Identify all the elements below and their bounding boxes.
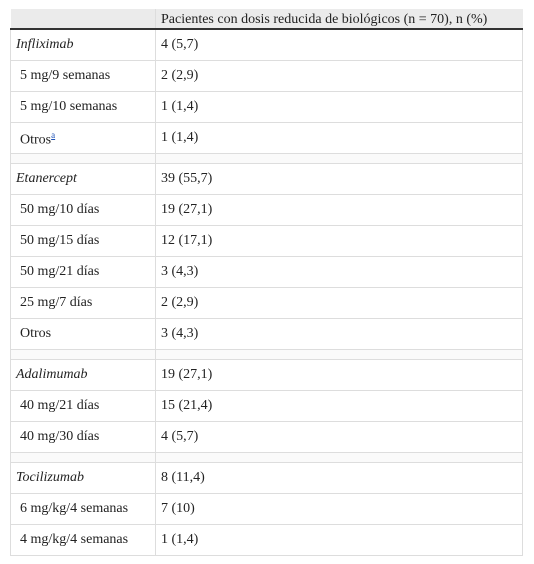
dose-row: 40 mg/21 días 15 (21,4) bbox=[10, 390, 523, 422]
dose-value: 1 (1,4) bbox=[155, 524, 523, 556]
dose-row: 4 mg/kg/4 semanas 1 (1,4) bbox=[10, 524, 523, 556]
dose-label: 40 mg/30 días bbox=[20, 429, 100, 444]
spacer-row bbox=[10, 153, 523, 164]
dose-label: 50 mg/15 días bbox=[20, 233, 100, 248]
dose-label: 4 mg/kg/4 semanas bbox=[20, 532, 129, 547]
group-name: Adalimumab bbox=[10, 359, 156, 391]
spacer-cell bbox=[10, 153, 156, 164]
dose-label: Otros bbox=[20, 326, 52, 341]
dose-label-cell: 50 mg/10 días bbox=[10, 194, 156, 226]
spacer-cell bbox=[155, 452, 523, 463]
dose-row: 25 mg/7 días 2 (2,9) bbox=[10, 287, 523, 319]
dose-value: 1 (1,4) bbox=[155, 122, 523, 154]
group-name: Tocilizumab bbox=[10, 462, 156, 494]
header-cell: Pacientes con dosis reducida de biológic… bbox=[155, 9, 523, 30]
dose-row: Otrosa 1 (1,4) bbox=[10, 122, 523, 154]
group-value: 8 (11,4) bbox=[155, 462, 523, 494]
dose-row: 5 mg/10 semanas 1 (1,4) bbox=[10, 91, 523, 123]
group-name: Etanercept bbox=[10, 163, 156, 195]
dose-value: 3 (4,3) bbox=[155, 318, 523, 350]
group-row: Tocilizumab 8 (11,4) bbox=[10, 462, 523, 494]
dose-row: Otros 3 (4,3) bbox=[10, 318, 523, 350]
group-row: Adalimumab 19 (27,1) bbox=[10, 359, 523, 391]
group-value: 39 (55,7) bbox=[155, 163, 523, 195]
dose-label-cell: 25 mg/7 días bbox=[10, 287, 156, 319]
dose-value: 19 (27,1) bbox=[155, 194, 523, 226]
spacer-row bbox=[10, 452, 523, 463]
dose-row: 6 mg/kg/4 semanas 7 (10) bbox=[10, 493, 523, 525]
dose-label: 25 mg/7 días bbox=[20, 295, 93, 310]
dose-label-cell: 6 mg/kg/4 semanas bbox=[10, 493, 156, 525]
dose-label-cell: 5 mg/10 semanas bbox=[10, 91, 156, 123]
dose-label: Otros bbox=[20, 132, 52, 148]
spacer-cell bbox=[10, 349, 156, 360]
spacer-row bbox=[10, 349, 523, 360]
dose-label-cell: 4 mg/kg/4 semanas bbox=[10, 524, 156, 556]
dose-label: 40 mg/21 días bbox=[20, 398, 100, 413]
group-name: Infliximab bbox=[10, 29, 156, 61]
spacer-cell bbox=[155, 153, 523, 164]
group-row: Etanercept 39 (55,7) bbox=[10, 163, 523, 195]
dose-label: 5 mg/9 semanas bbox=[20, 68, 111, 83]
spacer-cell bbox=[155, 349, 523, 360]
group-row: Infliximab 4 (5,7) bbox=[10, 29, 523, 61]
dose-row: 50 mg/15 días 12 (17,1) bbox=[10, 225, 523, 257]
dose-row: 50 mg/21 días 3 (4,3) bbox=[10, 256, 523, 288]
header-row: Pacientes con dosis reducida de biológic… bbox=[10, 9, 523, 30]
dose-table: Pacientes con dosis reducida de biológic… bbox=[10, 9, 523, 556]
dose-label: 6 mg/kg/4 semanas bbox=[20, 501, 129, 516]
dose-value: 4 (5,7) bbox=[155, 421, 523, 453]
dose-label-cell: 50 mg/21 días bbox=[10, 256, 156, 288]
footnote: a bbox=[51, 128, 55, 141]
dose-label: 5 mg/10 semanas bbox=[20, 99, 118, 114]
dose-label: 50 mg/21 días bbox=[20, 264, 100, 279]
dose-row: 5 mg/9 semanas 2 (2,9) bbox=[10, 60, 523, 92]
spacer-cell bbox=[10, 452, 156, 463]
dose-value: 2 (2,9) bbox=[155, 287, 523, 319]
dose-label-cell: 50 mg/15 días bbox=[10, 225, 156, 257]
header-cell bbox=[10, 9, 156, 30]
dose-label-cell: Otros bbox=[10, 318, 156, 350]
dose-row: 40 mg/30 días 4 (5,7) bbox=[10, 421, 523, 453]
dose-value: 15 (21,4) bbox=[155, 390, 523, 422]
dose-value: 7 (10) bbox=[155, 493, 523, 525]
dose-label-cell: 40 mg/30 días bbox=[10, 421, 156, 453]
footnote-link[interactable]: a bbox=[51, 129, 56, 140]
dose-label-cell: Otrosa bbox=[10, 122, 156, 154]
dose-label-cell: 40 mg/21 días bbox=[10, 390, 156, 422]
group-value: 19 (27,1) bbox=[155, 359, 523, 391]
dose-value: 12 (17,1) bbox=[155, 225, 523, 257]
dose-label-cell: 5 mg/9 semanas bbox=[10, 60, 156, 92]
dose-value: 1 (1,4) bbox=[155, 91, 523, 123]
group-value: 4 (5,7) bbox=[155, 29, 523, 61]
dose-value: 2 (2,9) bbox=[155, 60, 523, 92]
dose-row: 50 mg/10 días 19 (27,1) bbox=[10, 194, 523, 226]
dose-label: 50 mg/10 días bbox=[20, 202, 100, 217]
dose-value: 3 (4,3) bbox=[155, 256, 523, 288]
